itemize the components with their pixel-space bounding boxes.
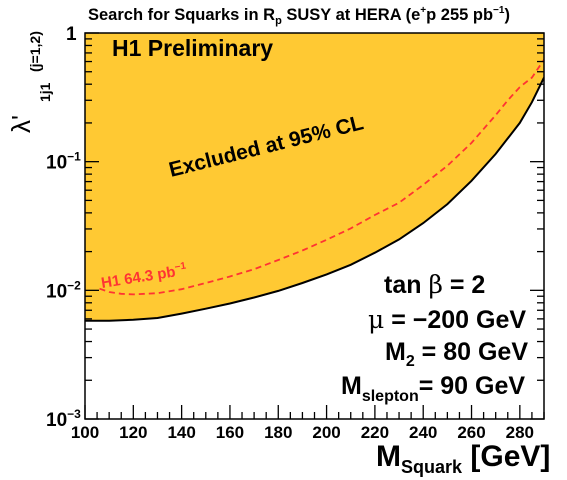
axis-ticks	[84, 32, 545, 420]
x-axis-label: MSquark [GeV]	[376, 440, 550, 477]
x-tick-label: 200	[312, 423, 340, 442]
svg-text:1j1: 1j1	[37, 82, 53, 102]
model-parameters: tan β = 2 μ = −200 GeV M2 = 80 GeV Mslep…	[341, 270, 528, 405]
x-tick-label: 280	[506, 423, 534, 442]
chart-title: Search for Squarks in Rp SUSY at HERA (e…	[88, 5, 510, 27]
excluded-area	[85, 33, 544, 321]
y-tick-labels: 1 10−1 10−2 10−3	[46, 24, 81, 431]
preliminary-label: H1 Preliminary	[112, 35, 273, 61]
x-tick-label: 180	[264, 423, 292, 442]
x-tick-label: 220	[361, 423, 389, 442]
x-tick-label: 120	[119, 423, 147, 442]
x-tick-labels: 100 120 140 160 180 200 220 240 260 280	[71, 423, 534, 442]
svg-text:(j=1,2): (j=1,2)	[27, 31, 43, 72]
limit-line-64pb	[99, 59, 544, 296]
x-tick-label: 160	[216, 423, 244, 442]
y-tick-label: 1	[66, 24, 77, 45]
y-axis-label: λ' 1j1 (j=1,2)	[6, 31, 53, 133]
x-tick-label: 240	[409, 423, 437, 442]
x-tick-label: 100	[71, 423, 99, 442]
y-tick-label: 10−3	[46, 407, 81, 431]
y-tick-label: 10−1	[46, 150, 81, 174]
y-tick-label: 10−2	[46, 278, 81, 302]
limit-line-255pb	[85, 77, 544, 322]
param-mu: μ = −200 GeV	[368, 305, 526, 334]
x-tick-label: 260	[457, 423, 485, 442]
param-tanbeta: tan β = 2	[384, 270, 485, 299]
param-m2: M2 = 80 GeV	[385, 338, 528, 370]
svg-text:λ': λ'	[6, 115, 36, 133]
param-mslepton: Mslepton= 90 GeV	[341, 372, 525, 405]
x-tick-label: 140	[167, 423, 195, 442]
